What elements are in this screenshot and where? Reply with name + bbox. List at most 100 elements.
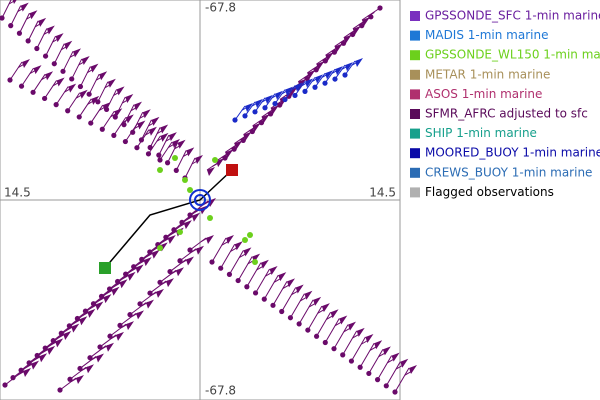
barb-flag xyxy=(151,116,160,126)
barb-feather xyxy=(291,85,300,91)
barb-flag xyxy=(255,98,263,108)
barb-feather xyxy=(334,321,343,327)
barb-flag xyxy=(295,82,303,92)
barb-staff xyxy=(27,20,39,42)
barb-dot xyxy=(261,296,267,302)
barb-feather xyxy=(87,99,95,105)
barb-feather xyxy=(57,333,66,339)
barb-feather xyxy=(80,366,89,372)
barb-dot xyxy=(366,370,372,377)
barb-feather xyxy=(65,326,74,332)
barb-flag xyxy=(119,279,128,289)
legend-label: MOORED_BUOY 1-min marine xyxy=(425,146,600,160)
barb-flag xyxy=(46,25,55,35)
barb-dot xyxy=(131,264,137,270)
barb-flag xyxy=(63,331,72,341)
barb-dot xyxy=(296,321,302,327)
barb-staff xyxy=(298,299,314,325)
barb-flag xyxy=(86,364,94,374)
barb-feather xyxy=(121,118,130,124)
barb-feather xyxy=(273,277,282,283)
barb-dot xyxy=(34,45,40,52)
barb-staff xyxy=(234,105,246,121)
barb-staff xyxy=(140,119,152,141)
barb-feather xyxy=(156,129,165,134)
barb-flag xyxy=(146,299,154,309)
barb-dot xyxy=(262,105,268,111)
barb-staff xyxy=(246,262,262,288)
barb-feather xyxy=(352,333,360,339)
barb-dot xyxy=(292,92,298,99)
barb-dot xyxy=(16,30,23,36)
obs-dot xyxy=(252,259,258,265)
barb-flag xyxy=(38,17,47,27)
barb-feather xyxy=(129,267,138,273)
barb-dot xyxy=(157,279,163,285)
barb-dot xyxy=(98,293,105,299)
barb-staff xyxy=(220,243,236,269)
barb-feather xyxy=(168,142,176,148)
barb-feather xyxy=(8,0,17,5)
barb-flag xyxy=(143,257,152,267)
legend-label: ASOS 1-min marine xyxy=(425,87,542,101)
legend-swatch xyxy=(410,30,420,41)
barb-feather xyxy=(343,327,352,333)
barb-dot xyxy=(10,375,16,381)
barb-staff xyxy=(350,336,366,362)
barb-dot xyxy=(26,360,32,366)
barb-feather xyxy=(140,301,149,307)
barb-flag xyxy=(55,33,64,43)
barb-flag xyxy=(90,63,99,73)
barb-dot xyxy=(115,278,121,285)
barb-feather xyxy=(81,311,90,317)
barb-staff xyxy=(159,141,173,161)
barb-dot xyxy=(95,99,101,105)
barb-feather xyxy=(49,341,58,347)
barb-flag xyxy=(125,114,134,124)
obs-dot xyxy=(182,177,188,183)
barb-feather xyxy=(75,93,84,99)
barb-flag xyxy=(23,368,31,377)
barb-staff xyxy=(385,361,401,387)
barb-feather xyxy=(100,344,109,350)
obs-dot xyxy=(157,167,163,173)
barb-feather xyxy=(41,75,49,81)
barb-staff xyxy=(184,157,196,179)
legend-label: MADIS 1-min marine xyxy=(425,28,548,42)
legend-swatch xyxy=(410,89,420,100)
barb-dot xyxy=(130,129,136,135)
barb-flag xyxy=(125,94,134,104)
barb-flag xyxy=(116,86,125,96)
barb-feather xyxy=(70,377,79,383)
barb-flag xyxy=(33,65,42,75)
barb-dot xyxy=(252,290,259,296)
barb-feather xyxy=(43,30,52,35)
barb-dot xyxy=(222,155,228,161)
center-ring-inner xyxy=(194,194,206,206)
barb-flag xyxy=(137,120,146,130)
barb-feather xyxy=(200,237,209,243)
barb-dot xyxy=(88,120,94,126)
barb-feather xyxy=(321,73,330,78)
barb-feather xyxy=(122,98,130,104)
barb-dot xyxy=(267,111,274,117)
track-end xyxy=(226,164,238,176)
barb-feather xyxy=(261,97,270,103)
barb-dot xyxy=(67,376,73,382)
barb-dot xyxy=(322,80,328,86)
barb-staff xyxy=(254,97,266,113)
barb-dot xyxy=(86,91,92,97)
barb-flag xyxy=(73,48,81,58)
barb-flag xyxy=(335,66,343,76)
barb-feather xyxy=(17,370,25,376)
legend-swatch xyxy=(410,128,420,139)
barb-dot xyxy=(377,5,383,11)
barb-feather xyxy=(170,230,178,236)
barb-staff xyxy=(67,92,81,112)
barb-feather xyxy=(90,355,99,361)
barb-dot xyxy=(134,145,140,151)
barb-feather xyxy=(317,308,325,314)
barb-dot xyxy=(99,126,105,132)
barb-flag xyxy=(275,90,283,100)
barb-feather xyxy=(331,68,340,74)
